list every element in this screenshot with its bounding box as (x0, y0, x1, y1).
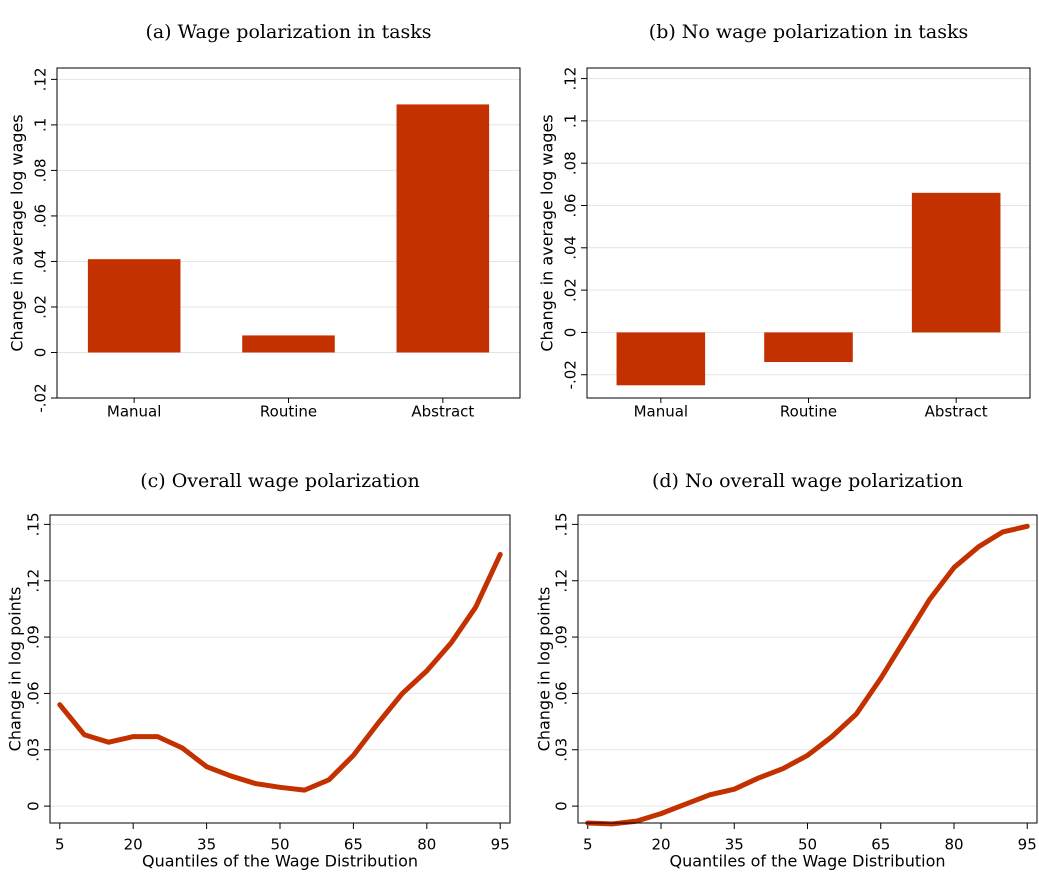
x-tick-label: 50 (798, 836, 817, 854)
x-tick-label: 65 (344, 836, 363, 854)
y-tick-label: .1 (32, 118, 50, 132)
line (585, 523, 1030, 827)
panel-title: (d) No overall wage polarization (652, 470, 963, 492)
x-tick-label: Manual (107, 403, 162, 421)
y-tick-label: .02 (562, 278, 580, 302)
panel-title: (a) Wage polarization in tasks (145, 21, 431, 43)
y-tick-label: .12 (25, 569, 43, 593)
y-axis-title: Change in average log wages (538, 114, 557, 351)
y-tick-label: .08 (32, 158, 50, 182)
y-tick-label: .06 (553, 681, 571, 705)
x-tick-label: 5 (583, 836, 593, 854)
x-tick-label: 35 (725, 836, 744, 854)
y-tick-label: 0 (562, 328, 580, 338)
y-tick-label: .06 (25, 681, 43, 705)
x-tick-label: 20 (651, 836, 670, 854)
y-tick-label: .12 (562, 67, 580, 91)
x-tick-label: Routine (780, 403, 837, 421)
x-tick-label: 65 (871, 836, 890, 854)
y-tick-label: .03 (553, 738, 571, 762)
y-tick-label: .04 (562, 236, 580, 260)
y-axis-title: Change in average log wages (8, 114, 27, 351)
x-tick-label: Abstract (411, 403, 474, 421)
bar (87, 259, 181, 353)
y-axis-title: Change in log points (535, 587, 554, 752)
y-tick-label: .06 (32, 204, 50, 228)
y-tick-label: .09 (553, 625, 571, 649)
panel-title: (b) No wage polarization in tasks (649, 21, 968, 43)
x-tick-label: 95 (491, 836, 510, 854)
x-axis-title: Quantiles of the Wage Distribution (670, 852, 946, 871)
y-tick-label: 0 (553, 801, 571, 811)
bar (616, 332, 706, 386)
x-tick-label: Abstract (925, 403, 988, 421)
y-tick-label: .15 (553, 512, 571, 536)
x-tick-label: 50 (270, 836, 289, 854)
x-tick-label: 35 (197, 836, 216, 854)
x-tick-label: 80 (944, 836, 963, 854)
bar (764, 332, 853, 363)
y-tick-label: .12 (553, 569, 571, 593)
y-tick-label: .15 (25, 512, 43, 536)
y-tick-label: 0 (32, 348, 50, 358)
y-tick-label: 0 (25, 801, 43, 811)
x-tick-label: Manual (634, 403, 689, 421)
x-tick-label: 95 (1018, 836, 1037, 854)
y-tick-label: .12 (32, 67, 50, 91)
x-tick-label: 5 (55, 836, 65, 854)
x-tick-label: 80 (417, 836, 436, 854)
y-tick-label: .1 (562, 114, 580, 128)
y-tick-label: .02 (32, 295, 50, 319)
bar (396, 104, 490, 353)
y-tick-label: .09 (25, 625, 43, 649)
y-tick-label: .03 (25, 738, 43, 762)
plot-frame (586, 67, 1031, 399)
line (57, 551, 503, 793)
y-tick-label: -.02 (562, 360, 580, 389)
y-tick-label: .08 (562, 151, 580, 175)
x-tick-label: 20 (124, 836, 143, 854)
y-tick-label: -.02 (32, 383, 50, 412)
plot-frame (49, 514, 511, 824)
y-tick-label: .06 (562, 194, 580, 218)
y-axis-title: Change in log points (6, 587, 25, 752)
bar (242, 335, 335, 353)
y-tick-label: .04 (32, 250, 50, 274)
panel-title: (c) Overall wage polarization (140, 470, 420, 492)
bar (911, 192, 1001, 333)
x-axis-title: Quantiles of the Wage Distribution (142, 852, 418, 871)
plot-frame (56, 67, 521, 399)
plot-frame (577, 514, 1038, 824)
x-tick-label: Routine (260, 403, 317, 421)
